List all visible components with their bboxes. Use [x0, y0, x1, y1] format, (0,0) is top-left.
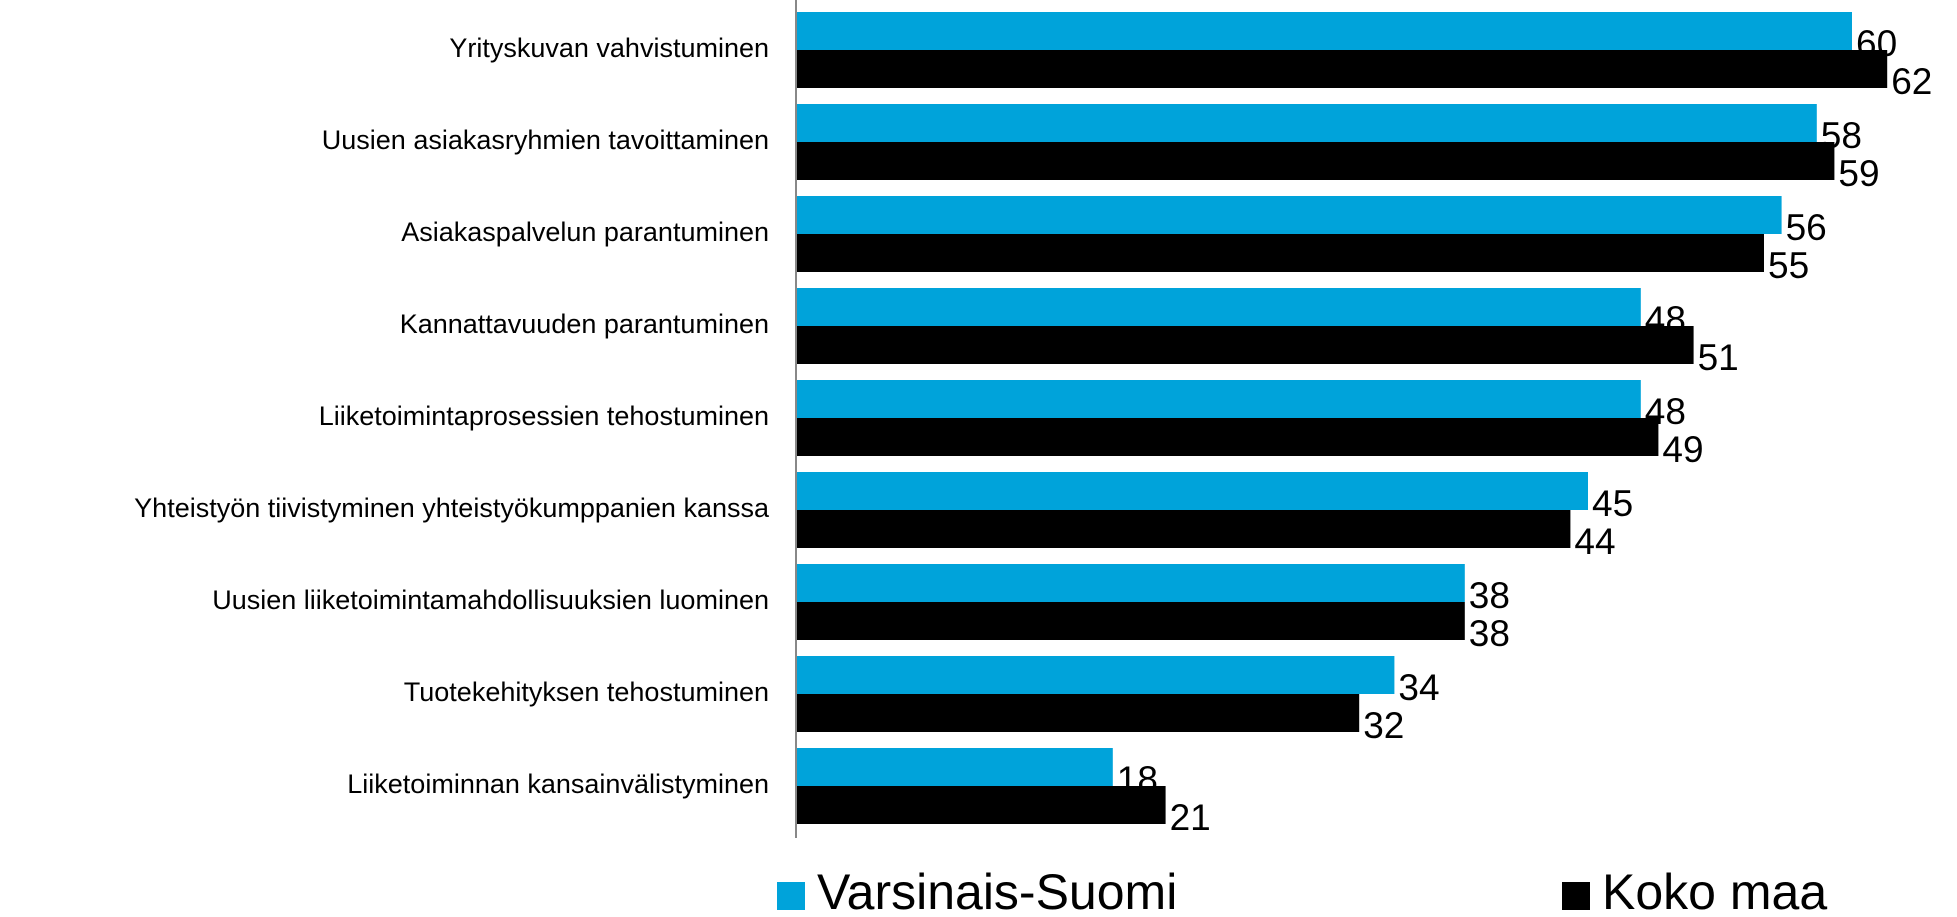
legend-swatch — [1562, 882, 1590, 910]
bar — [796, 104, 1817, 142]
legend-label: Varsinais-Suomi — [817, 864, 1177, 917]
bar — [796, 326, 1694, 364]
value-label: 38 — [1469, 575, 1510, 616]
bar — [796, 196, 1782, 234]
bar — [796, 288, 1641, 326]
y-tick-label: Tuotekehityksen tehostuminen — [404, 677, 769, 707]
value-label: 59 — [1838, 153, 1879, 194]
bar — [796, 380, 1641, 418]
y-tick-label: Uusien liiketoimintamahdollisuuksien luo… — [212, 585, 769, 615]
bar — [796, 786, 1166, 824]
bar — [796, 234, 1764, 272]
bar — [796, 50, 1888, 88]
value-label: 21 — [1170, 797, 1211, 838]
bar — [796, 694, 1360, 732]
bar — [796, 564, 1465, 602]
y-tick-label: Uusien asiakasryhmien tavoittaminen — [322, 125, 769, 155]
value-label: 62 — [1891, 61, 1932, 102]
bar — [796, 418, 1659, 456]
value-label: 56 — [1786, 207, 1827, 248]
value-label: 32 — [1363, 705, 1404, 746]
legend-swatch — [777, 882, 805, 910]
legend-label: Koko maa — [1602, 864, 1827, 917]
value-label: 49 — [1662, 429, 1703, 470]
bar — [796, 510, 1571, 548]
bar — [796, 656, 1395, 694]
y-tick-label: Liiketoiminnan kansainvälistyminen — [347, 769, 769, 799]
bar — [796, 472, 1588, 510]
y-tick-label: Yrityskuvan vahvistuminen — [449, 33, 769, 63]
value-label: 38 — [1469, 613, 1510, 654]
y-tick-label: Kannattavuuden parantuminen — [400, 309, 769, 339]
bar — [796, 748, 1113, 786]
bar — [796, 142, 1835, 180]
value-label: 51 — [1698, 337, 1739, 378]
bar — [796, 12, 1852, 50]
y-tick-label: Yhteistyön tiivistyminen yhteistyökumppa… — [134, 493, 770, 523]
value-label: 55 — [1768, 245, 1809, 286]
y-tick-label: Liiketoimintaprosessien tehostuminen — [319, 401, 769, 431]
value-label: 44 — [1574, 521, 1615, 562]
bar — [796, 602, 1465, 640]
value-label: 34 — [1398, 667, 1439, 708]
value-label: 45 — [1592, 483, 1633, 524]
y-tick-label: Asiakaspalvelun parantuminen — [401, 217, 769, 247]
